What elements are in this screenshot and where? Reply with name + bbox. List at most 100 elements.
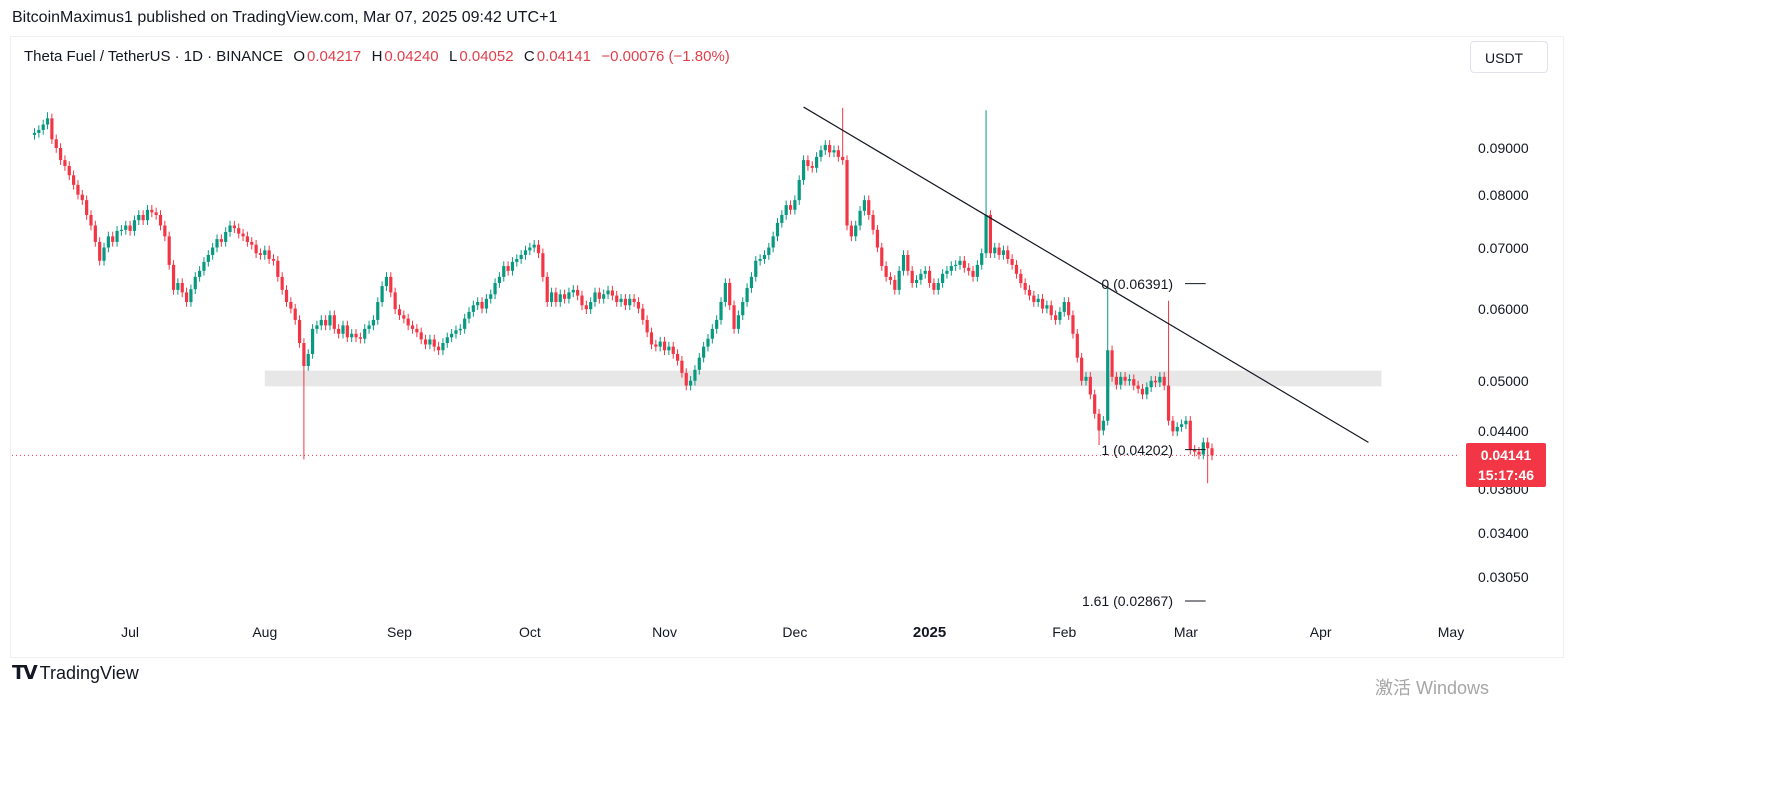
candle-body (1101, 420, 1105, 431)
candle-body (875, 229, 880, 248)
candle-body (1040, 298, 1045, 309)
candle-body (232, 225, 236, 229)
candle (115, 226, 119, 247)
candle-body (1110, 350, 1114, 377)
candle (137, 210, 141, 225)
candle (471, 300, 475, 317)
candle-body (645, 319, 649, 333)
currency-button[interactable]: USDT (1470, 41, 1548, 73)
candle (163, 220, 167, 242)
candle-body (615, 295, 619, 303)
candle (328, 310, 332, 331)
candle (606, 285, 610, 300)
candle-body (263, 250, 267, 255)
candle (1093, 389, 1097, 419)
candle-body (554, 292, 558, 303)
candle-body (345, 325, 349, 338)
candle-body (662, 341, 667, 351)
candle-body (528, 247, 532, 251)
candle-body (562, 294, 567, 299)
candle-body (1158, 376, 1162, 383)
candle-body (415, 328, 419, 333)
candle-body (102, 247, 106, 261)
candle (867, 195, 871, 220)
candle (919, 269, 923, 285)
candle (536, 239, 541, 258)
candle (1106, 286, 1110, 426)
candle (376, 297, 380, 325)
candle-body (675, 353, 680, 361)
candle (1197, 446, 1201, 460)
candle-body (506, 266, 510, 271)
candle (106, 231, 110, 253)
candle (949, 261, 953, 276)
candle (180, 278, 184, 298)
candle-body (276, 260, 280, 277)
candle-body (1123, 376, 1127, 381)
candle-body (250, 241, 254, 245)
candle (858, 206, 862, 231)
candle-body (754, 260, 758, 277)
candle-body (1140, 388, 1145, 395)
candle (1110, 345, 1114, 382)
symbol-legend: Theta Fuel / TetherUS · 1D · BINANCE O 0.… (24, 48, 732, 65)
candle-body (484, 298, 488, 309)
candle (1158, 372, 1162, 388)
candle-body (758, 258, 762, 261)
candle (754, 256, 758, 282)
candle (632, 294, 636, 307)
candle-body (589, 302, 593, 310)
candle-body (380, 286, 384, 303)
candle-body (658, 341, 662, 347)
candle-body (975, 264, 979, 277)
candle-body (980, 253, 984, 265)
candle (37, 125, 41, 138)
candle (549, 287, 554, 307)
candle (423, 334, 428, 350)
candle-body (693, 369, 697, 381)
candle (1084, 372, 1088, 386)
candle (1053, 310, 1058, 325)
candle (515, 254, 519, 267)
candle-body (458, 328, 462, 331)
candle (289, 297, 293, 314)
tradingview-logo[interactable]: 𝗧𝗩 TradingView (12, 662, 139, 685)
candle-body (667, 346, 671, 351)
candle (571, 285, 575, 298)
candle (623, 294, 628, 311)
candle (819, 145, 823, 162)
candle-body (515, 258, 519, 262)
candle-body (958, 260, 962, 265)
candle (854, 220, 858, 242)
candle (954, 260, 958, 271)
candle (345, 320, 349, 343)
candle-body (1014, 264, 1019, 274)
candle (741, 297, 745, 321)
low-label: L (449, 48, 458, 65)
candle (671, 341, 675, 359)
candle-body (445, 337, 449, 344)
candle (1119, 372, 1123, 390)
candle (576, 285, 580, 301)
candle (762, 250, 767, 264)
chart-pane[interactable] (10, 36, 1564, 658)
candle (932, 278, 936, 295)
candle (1206, 437, 1210, 484)
candle-body (519, 254, 523, 259)
tradingview-logo-icon: 𝗧𝗩 (12, 663, 38, 684)
candle (315, 320, 319, 334)
candle (923, 266, 927, 279)
candle-body (854, 225, 858, 237)
candle-body (576, 289, 580, 296)
candle (649, 327, 654, 350)
candle-body (245, 236, 250, 242)
candle (1149, 376, 1153, 392)
candle-body (884, 266, 888, 277)
candle-body (741, 302, 745, 316)
candle-body (124, 225, 128, 230)
candle-body (828, 144, 832, 153)
candle (702, 341, 706, 363)
candle-body (1210, 448, 1214, 456)
candle-body (176, 283, 180, 290)
